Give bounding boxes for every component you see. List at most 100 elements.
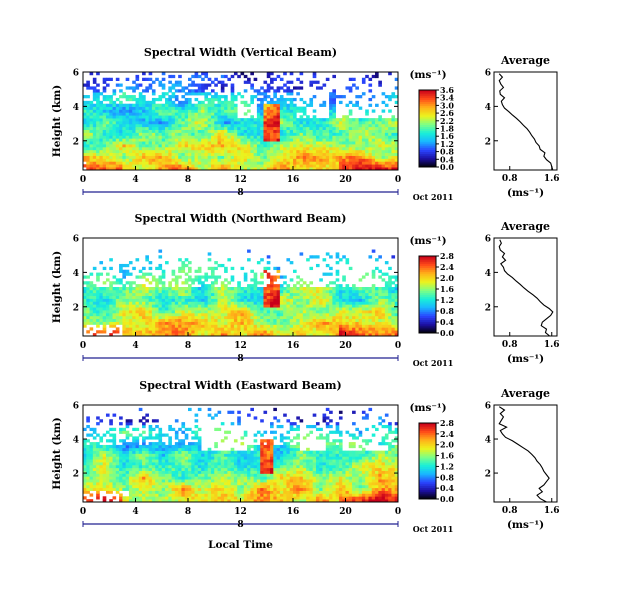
heatmap-cell: [230, 103, 235, 107]
heatmap-cell: [178, 324, 182, 328]
heatmap-cell: [125, 310, 130, 314]
heatmap-cell: [237, 321, 241, 325]
heatmap-cell: [148, 318, 153, 322]
heatmap-cell: [151, 121, 156, 125]
heatmap-cell: [256, 493, 261, 497]
heatmap-cell: [283, 115, 287, 119]
heatmap-cell: [253, 158, 258, 162]
x-tick-label: 16: [287, 341, 300, 351]
colorbar-swatch: [419, 284, 436, 288]
heatmap-cell: [178, 129, 182, 133]
heatmap-cell: [312, 499, 317, 503]
heatmap-cell: [253, 493, 258, 497]
heatmap-cell: [220, 74, 225, 79]
heatmap-cell: [174, 152, 179, 156]
heatmap-cell: [161, 304, 166, 308]
heatmap-cell: [220, 146, 225, 151]
heatmap-cell: [319, 161, 323, 165]
heatmap-cell: [125, 132, 130, 136]
heatmap-cell: [378, 123, 382, 128]
heatmap-cell: [201, 106, 205, 110]
heatmap-cell: [105, 95, 110, 99]
heatmap-cell: [361, 77, 366, 81]
heatmap-cell: [119, 310, 123, 314]
heatmap-cell: [142, 312, 146, 317]
heatmap-cell: [83, 121, 87, 125]
heatmap-cell: [135, 330, 140, 334]
heatmap-cell: [263, 304, 268, 308]
heatmap-cell: [394, 324, 399, 328]
heatmap-cell: [102, 118, 107, 122]
heatmap-cell: [220, 292, 225, 296]
heatmap-cell: [132, 135, 136, 139]
heatmap-cell: [122, 146, 127, 151]
heatmap-cell: [210, 141, 215, 145]
heatmap-cell: [207, 258, 212, 262]
heatmap-cell: [89, 295, 94, 299]
heatmap-cell: [381, 152, 386, 156]
heatmap-cell: [171, 321, 176, 325]
heatmap-cell: [329, 92, 333, 96]
heatmap-cell: [293, 164, 297, 168]
heatmap-cell: [289, 324, 294, 328]
heatmap-cell: [96, 167, 100, 171]
heatmap-cell: [148, 141, 153, 145]
heatmap-cell: [348, 330, 353, 334]
heatmap-cell: [83, 490, 87, 494]
heatmap-cell: [250, 499, 254, 503]
heatmap-cell: [151, 310, 156, 314]
heatmap-cell: [381, 321, 386, 325]
heatmap-cell: [299, 327, 304, 331]
heatmap-cell: [201, 89, 205, 93]
heatmap-cell: [184, 324, 189, 328]
heatmap-cell: [276, 284, 281, 288]
heatmap-cell: [191, 149, 195, 154]
heatmap-cell: [312, 158, 317, 162]
heatmap-cell: [145, 100, 149, 105]
heatmap-cell: [319, 292, 323, 296]
heatmap-cell: [302, 167, 307, 171]
heatmap-cell: [155, 149, 159, 154]
heatmap-cell: [145, 118, 149, 122]
heatmap-cell: [86, 330, 90, 334]
heatmap-cell: [329, 135, 333, 139]
heatmap-cell: [293, 146, 297, 151]
heatmap-cell: [358, 287, 363, 291]
heatmap-cell: [197, 307, 202, 311]
heatmap-cell: [138, 83, 143, 87]
heatmap-cell: [315, 321, 320, 325]
colorbar-swatch: [419, 313, 436, 317]
heatmap-cell: [391, 310, 396, 314]
colorbar-swatch: [419, 105, 436, 108]
heatmap-cell: [368, 324, 373, 328]
heatmap-cell: [151, 141, 156, 145]
heatmap-cell: [155, 307, 159, 311]
heatmap-cell: [325, 141, 330, 145]
heatmap-cell: [283, 493, 287, 497]
heatmap-cell: [240, 95, 245, 99]
heatmap-cell: [142, 129, 146, 133]
heatmap-cell: [122, 161, 127, 165]
heatmap-cell: [237, 287, 241, 291]
heatmap-cell: [286, 258, 291, 262]
heatmap-cell: [155, 144, 159, 148]
heatmap-cell: [115, 115, 120, 119]
heatmap-cell: [201, 118, 205, 122]
heatmap-cell: [322, 118, 327, 122]
heatmap-cell: [210, 295, 215, 299]
heatmap-cell: [142, 292, 146, 296]
heatmap-cell: [96, 155, 100, 159]
heatmap-cell: [352, 77, 356, 81]
colorbar-swatch: [419, 140, 436, 143]
heatmap-cell: [276, 318, 281, 322]
heatmap-cell: [171, 167, 176, 171]
heatmap-cell: [191, 289, 195, 294]
heatmap-cell: [128, 493, 133, 497]
heatmap-cell: [270, 135, 274, 139]
heatmap-cell: [243, 275, 248, 279]
heatmap-cell: [286, 97, 291, 102]
heatmap-cell: [329, 301, 333, 305]
heatmap-cell: [171, 278, 176, 282]
heatmap-cell: [201, 146, 205, 151]
heatmap-cell: [256, 301, 261, 305]
